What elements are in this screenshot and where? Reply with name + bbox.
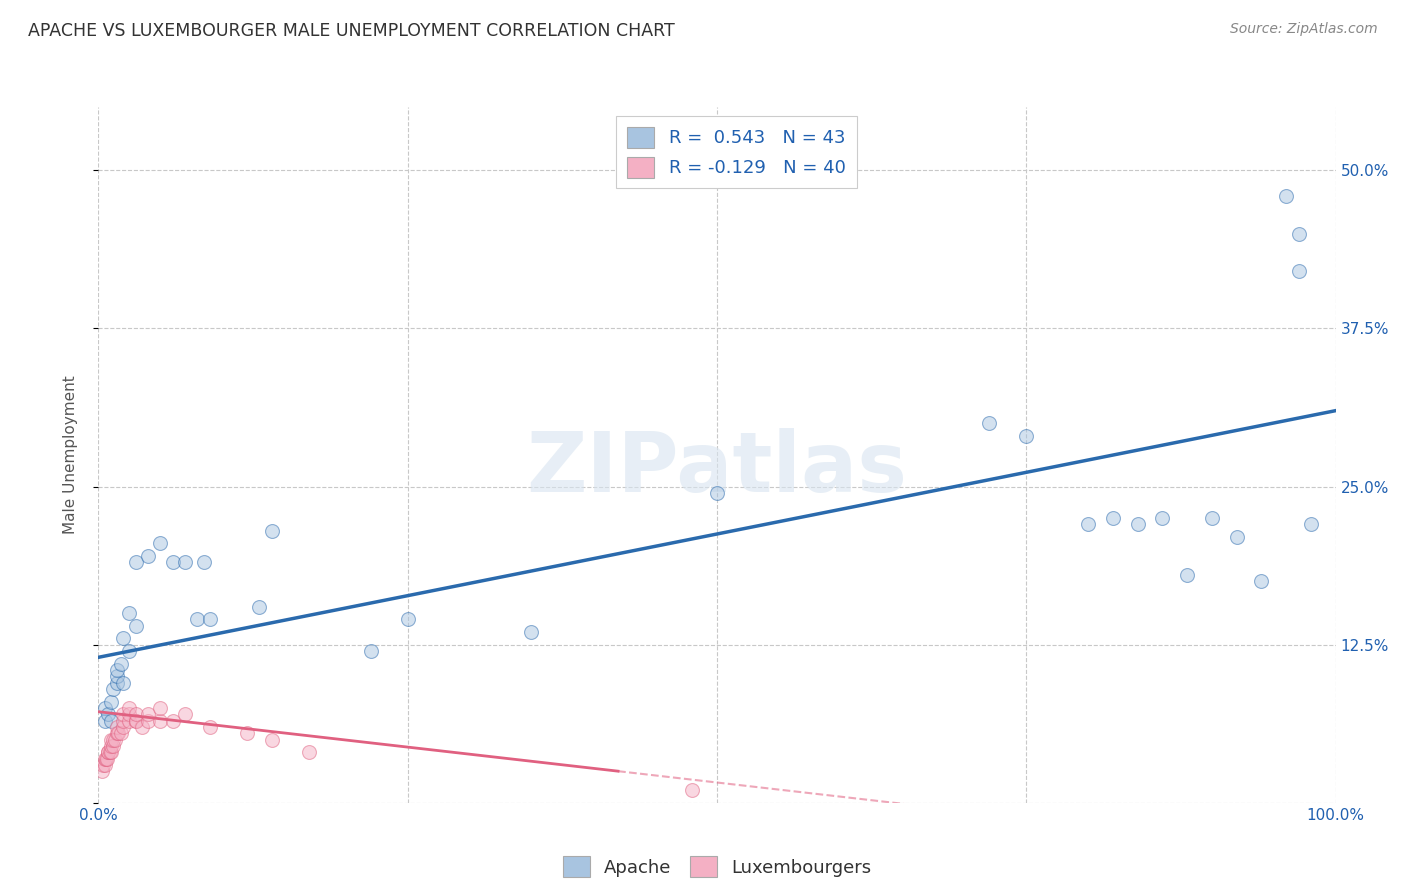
Point bbox=[174, 707, 197, 722]
Point bbox=[107, 726, 129, 740]
Point bbox=[1288, 264, 1310, 278]
Point bbox=[93, 714, 115, 728]
Point bbox=[124, 714, 146, 728]
Point bbox=[112, 632, 135, 646]
Point bbox=[100, 745, 122, 759]
Point bbox=[105, 720, 128, 734]
Point bbox=[91, 764, 114, 779]
Point bbox=[236, 726, 259, 740]
Text: ZIPatlas: ZIPatlas bbox=[527, 428, 907, 509]
Point bbox=[1126, 517, 1149, 532]
Point bbox=[124, 714, 146, 728]
Point bbox=[110, 726, 132, 740]
Point bbox=[118, 707, 141, 722]
Point bbox=[105, 726, 128, 740]
Point bbox=[118, 701, 141, 715]
Point bbox=[360, 644, 382, 658]
Point bbox=[520, 625, 543, 640]
Point bbox=[979, 417, 1001, 431]
Point bbox=[124, 618, 146, 632]
Point bbox=[105, 675, 128, 690]
Point bbox=[103, 681, 125, 696]
Point bbox=[131, 720, 153, 734]
Point bbox=[136, 707, 159, 722]
Point bbox=[1201, 511, 1223, 525]
Point bbox=[1102, 511, 1125, 525]
Point bbox=[96, 751, 118, 765]
Point bbox=[186, 612, 208, 626]
Y-axis label: Male Unemployment: Male Unemployment bbox=[63, 376, 77, 534]
Point bbox=[94, 751, 117, 765]
Point bbox=[1152, 511, 1174, 525]
Point bbox=[118, 644, 141, 658]
Point bbox=[162, 714, 184, 728]
Point bbox=[1015, 429, 1038, 443]
Point bbox=[112, 675, 135, 690]
Point bbox=[396, 612, 419, 626]
Point bbox=[93, 751, 115, 765]
Point bbox=[198, 720, 221, 734]
Point bbox=[1299, 517, 1322, 532]
Point bbox=[93, 701, 115, 715]
Point bbox=[260, 524, 283, 538]
Point bbox=[1275, 188, 1298, 202]
Point bbox=[1226, 530, 1249, 544]
Point bbox=[103, 732, 125, 747]
Point bbox=[97, 707, 120, 722]
Point bbox=[298, 745, 321, 759]
Text: Source: ZipAtlas.com: Source: ZipAtlas.com bbox=[1230, 22, 1378, 37]
Point bbox=[1175, 568, 1198, 582]
Point bbox=[124, 707, 146, 722]
Point bbox=[1077, 517, 1099, 532]
Point bbox=[1288, 227, 1310, 241]
Point bbox=[149, 701, 172, 715]
Point bbox=[105, 669, 128, 683]
Text: APACHE VS LUXEMBOURGER MALE UNEMPLOYMENT CORRELATION CHART: APACHE VS LUXEMBOURGER MALE UNEMPLOYMENT… bbox=[28, 22, 675, 40]
Point bbox=[110, 657, 132, 671]
Point bbox=[247, 599, 270, 614]
Point bbox=[105, 663, 128, 677]
Point bbox=[93, 757, 115, 772]
Point bbox=[118, 606, 141, 620]
Point bbox=[100, 732, 122, 747]
Point bbox=[112, 714, 135, 728]
Point bbox=[103, 739, 125, 753]
Point bbox=[162, 556, 184, 570]
Point bbox=[136, 549, 159, 563]
Point bbox=[100, 739, 122, 753]
Point bbox=[681, 783, 703, 797]
Point bbox=[98, 745, 121, 759]
Point bbox=[124, 556, 146, 570]
Point bbox=[100, 714, 122, 728]
Point bbox=[706, 486, 728, 500]
Point bbox=[1250, 574, 1272, 589]
Point bbox=[198, 612, 221, 626]
Point bbox=[93, 757, 115, 772]
Point bbox=[118, 714, 141, 728]
Point bbox=[193, 556, 215, 570]
Point bbox=[112, 720, 135, 734]
Point bbox=[97, 745, 120, 759]
Point bbox=[136, 714, 159, 728]
Point bbox=[103, 732, 125, 747]
Point bbox=[97, 745, 120, 759]
Point bbox=[174, 556, 197, 570]
Point bbox=[112, 707, 135, 722]
Point bbox=[149, 714, 172, 728]
Point bbox=[260, 732, 283, 747]
Legend: Apache, Luxembourgers: Apache, Luxembourgers bbox=[555, 849, 879, 884]
Point bbox=[149, 536, 172, 550]
Point bbox=[100, 695, 122, 709]
